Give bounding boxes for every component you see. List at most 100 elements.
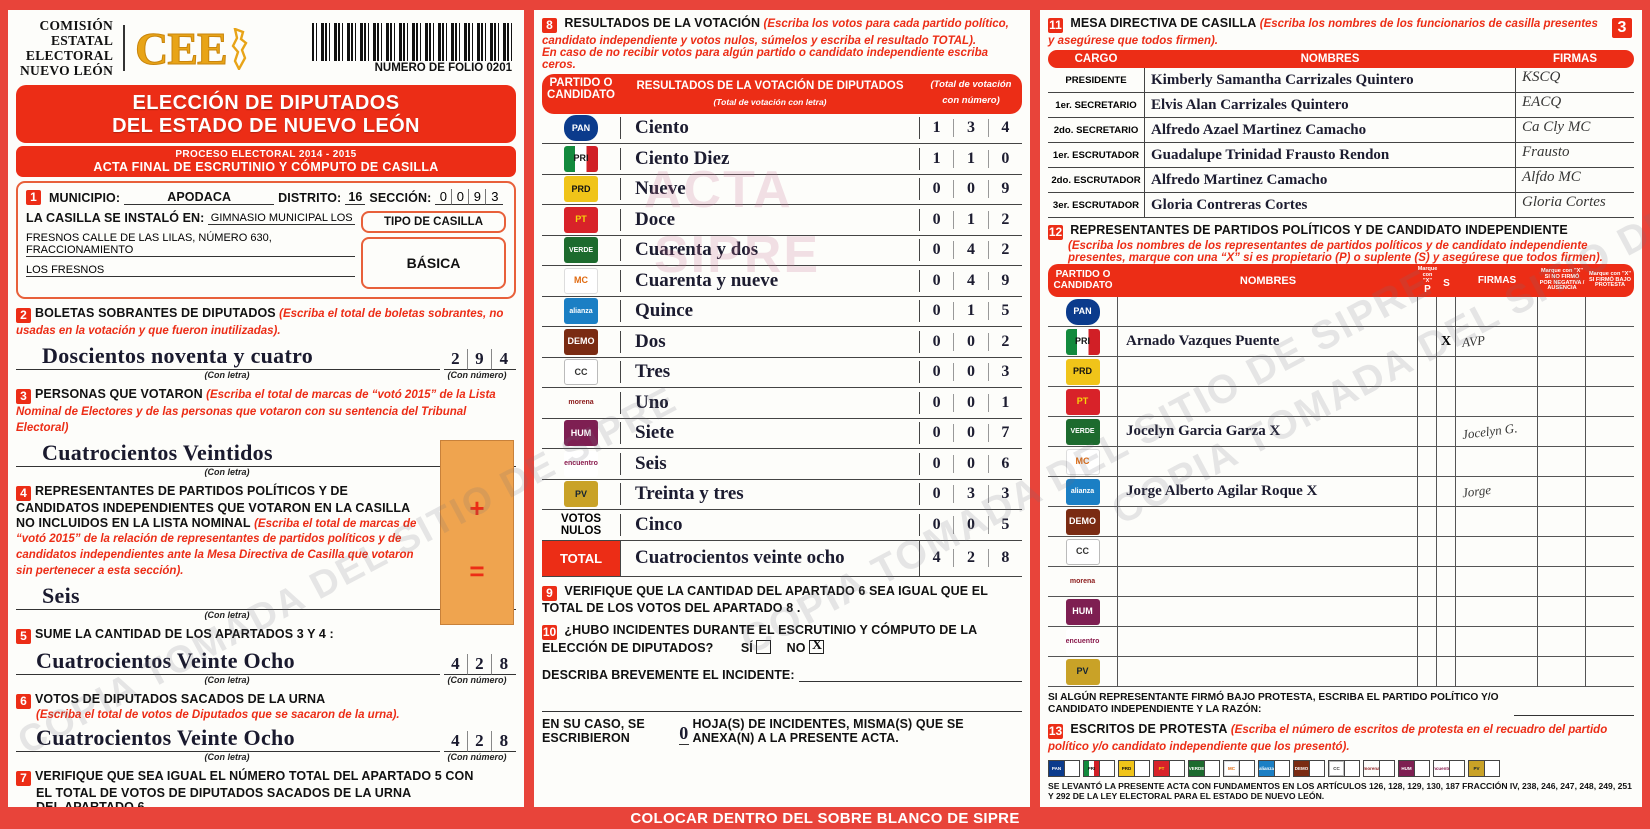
mesa-firma[interactable]: KSCQ bbox=[1516, 68, 1634, 92]
results-row-letra[interactable]: Uno bbox=[620, 391, 920, 414]
protest-count-box-pan[interactable] bbox=[1064, 761, 1079, 777]
reps-row-suplente[interactable] bbox=[1437, 657, 1456, 686]
reps-row-suplente[interactable] bbox=[1437, 387, 1456, 416]
protest-count-box-cruzada[interactable] bbox=[1344, 761, 1359, 777]
reps-row-nombre[interactable] bbox=[1118, 567, 1418, 596]
protest-reason-input[interactable] bbox=[1514, 704, 1634, 717]
address-line-3[interactable]: LOS FRESNOS bbox=[26, 264, 355, 278]
reps-row-suplente[interactable]: X bbox=[1437, 327, 1456, 356]
reps-row-nombre[interactable]: Jorge Alberto Agilar Roque X bbox=[1118, 477, 1418, 506]
reps-row-nombre[interactable] bbox=[1118, 597, 1418, 626]
section-4-letra[interactable]: Seis bbox=[16, 583, 440, 610]
total-letra[interactable]: Cuatrocientos veinte ocho bbox=[635, 547, 845, 569]
reps-row-bajo-protesta[interactable] bbox=[1586, 627, 1634, 656]
protest-count-box-verde[interactable] bbox=[1204, 761, 1219, 777]
reps-row-propietario[interactable] bbox=[1418, 447, 1437, 476]
reps-row-no-firmo[interactable] bbox=[1538, 327, 1586, 356]
mesa-nombre[interactable]: Alfredo Azael Martinez Camacho bbox=[1144, 118, 1516, 142]
address-line-2[interactable]: FRESNOS CALLE DE LAS LILAS, NÚMERO 630, … bbox=[26, 232, 355, 258]
mesa-firma[interactable]: Alfdo MC bbox=[1516, 168, 1634, 192]
mesa-nombre[interactable]: Gloria Contreras Cortes bbox=[1144, 193, 1516, 217]
reps-row-propietario[interactable] bbox=[1418, 297, 1437, 326]
mesa-nombre[interactable]: Guadalupe Trinidad Frausto Rendon bbox=[1144, 143, 1516, 167]
reps-row-nombre[interactable] bbox=[1118, 447, 1418, 476]
distrito-value[interactable]: 16 bbox=[345, 190, 366, 206]
reps-row-propietario[interactable] bbox=[1418, 417, 1437, 446]
reps-row-firma[interactable] bbox=[1456, 507, 1538, 536]
reps-row-bajo-protesta[interactable] bbox=[1586, 297, 1634, 326]
reps-row-no-firmo[interactable] bbox=[1538, 597, 1586, 626]
results-row-letra[interactable]: Siete bbox=[620, 422, 920, 445]
reps-row-no-firmo[interactable] bbox=[1538, 657, 1586, 686]
section-2-letra[interactable]: Doscientos noventa y cuatro bbox=[16, 343, 440, 371]
reps-row-bajo-protesta[interactable] bbox=[1586, 387, 1634, 416]
results-row-letra[interactable]: Seis bbox=[620, 452, 920, 475]
results-row-letra[interactable]: Ciento Diez bbox=[620, 147, 920, 170]
reps-row-firma[interactable] bbox=[1456, 627, 1538, 656]
reps-row-nombre[interactable] bbox=[1118, 537, 1418, 566]
reps-row-firma[interactable] bbox=[1456, 447, 1538, 476]
reps-row-bajo-protesta[interactable] bbox=[1586, 537, 1634, 566]
reps-row-suplente[interactable] bbox=[1437, 537, 1456, 566]
reps-row-firma[interactable] bbox=[1456, 357, 1538, 386]
mesa-firma[interactable]: Frausto bbox=[1516, 143, 1634, 167]
reps-row-bajo-protesta[interactable] bbox=[1586, 327, 1634, 356]
reps-row-no-firmo[interactable] bbox=[1538, 537, 1586, 566]
si-checkbox[interactable] bbox=[756, 639, 772, 654]
results-row-letra[interactable]: Treinta y tres bbox=[620, 483, 920, 506]
mesa-nombre[interactable]: Kimberly Samantha Carrizales Quintero bbox=[1144, 68, 1516, 92]
reps-row-firma[interactable] bbox=[1456, 297, 1538, 326]
reps-row-nombre[interactable] bbox=[1118, 387, 1418, 416]
reps-row-suplente[interactable] bbox=[1437, 297, 1456, 326]
mesa-nombre[interactable]: Alfredo Martinez Camacho bbox=[1144, 168, 1516, 192]
reps-row-propietario[interactable] bbox=[1418, 327, 1437, 356]
results-row-letra[interactable]: Cuarenta y dos bbox=[620, 239, 920, 262]
section-3-letra[interactable]: Cuatrocientos Veintidos bbox=[16, 440, 440, 467]
protest-count-box-pt[interactable] bbox=[1169, 761, 1184, 777]
reps-row-no-firmo[interactable] bbox=[1538, 477, 1586, 506]
reps-row-firma[interactable]: Jorge bbox=[1456, 477, 1538, 506]
reps-row-no-firmo[interactable] bbox=[1538, 417, 1586, 446]
reps-row-firma[interactable] bbox=[1456, 657, 1538, 686]
reps-row-suplente[interactable] bbox=[1437, 597, 1456, 626]
reps-row-propietario[interactable] bbox=[1418, 627, 1437, 656]
reps-row-propietario[interactable] bbox=[1418, 387, 1437, 416]
reps-row-propietario[interactable] bbox=[1418, 567, 1437, 596]
reps-row-nombre[interactable] bbox=[1118, 357, 1418, 386]
reps-row-nombre[interactable] bbox=[1118, 657, 1418, 686]
tipo-casilla-value[interactable]: BÁSICA bbox=[406, 255, 461, 272]
total-digits[interactable]: 4 2 8 bbox=[920, 541, 1022, 576]
reps-row-no-firmo[interactable] bbox=[1538, 507, 1586, 536]
protest-count-box-prd[interactable] bbox=[1134, 761, 1149, 777]
reps-row-bajo-protesta[interactable] bbox=[1586, 567, 1634, 596]
results-row-letra[interactable]: Tres bbox=[620, 361, 920, 384]
votos-nulos-digits[interactable]: 0 0 5 bbox=[920, 515, 1022, 534]
reps-row-suplente[interactable] bbox=[1437, 627, 1456, 656]
hojas-value[interactable]: 0 bbox=[679, 722, 689, 745]
reps-row-suplente[interactable] bbox=[1437, 477, 1456, 506]
mesa-firma[interactable]: Ca Cly MC bbox=[1516, 118, 1634, 142]
reps-row-nombre[interactable] bbox=[1118, 627, 1418, 656]
mesa-nombre[interactable]: Elvis Alan Carrizales Quintero bbox=[1144, 93, 1516, 117]
results-row-letra[interactable]: Quince bbox=[620, 300, 920, 323]
results-row-letra[interactable]: Doce bbox=[620, 208, 920, 231]
results-row-letra[interactable]: Ciento bbox=[620, 117, 920, 140]
section-5-letra[interactable]: Cuatrocientos Veinte Ocho bbox=[16, 648, 440, 675]
reps-row-no-firmo[interactable] bbox=[1538, 627, 1586, 656]
reps-row-suplente[interactable] bbox=[1437, 567, 1456, 596]
reps-row-propietario[interactable] bbox=[1418, 477, 1437, 506]
reps-row-propietario[interactable] bbox=[1418, 507, 1437, 536]
reps-row-bajo-protesta[interactable] bbox=[1586, 447, 1634, 476]
reps-row-nombre[interactable]: Arnado Vazques Puente bbox=[1118, 327, 1418, 356]
section-5-digits[interactable]: 4 2 8 bbox=[444, 653, 516, 675]
